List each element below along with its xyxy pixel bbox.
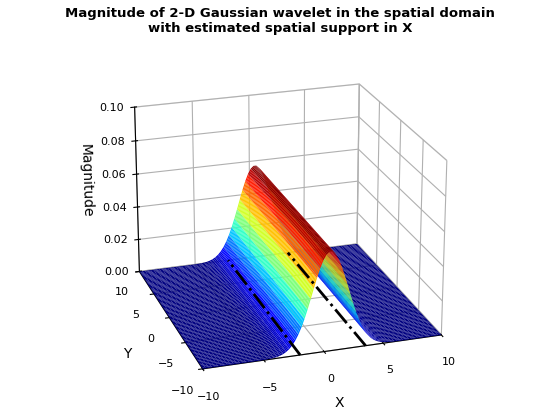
Title: Magnitude of 2-D Gaussian wavelet in the spatial domain
with estimated spatial s: Magnitude of 2-D Gaussian wavelet in the… <box>65 7 495 35</box>
Y-axis label: Y: Y <box>123 347 131 361</box>
X-axis label: X: X <box>334 396 344 410</box>
